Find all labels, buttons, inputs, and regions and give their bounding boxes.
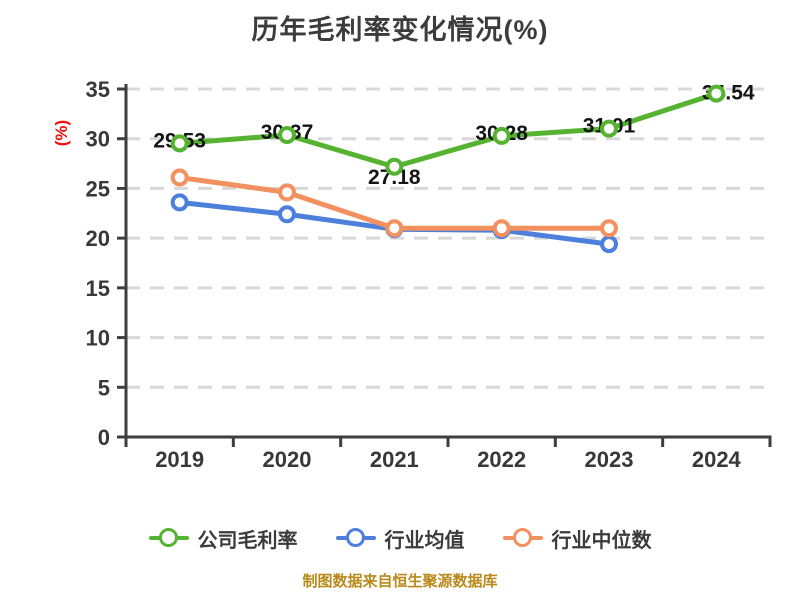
data-point-industry-avg[interactable] (278, 205, 296, 224)
legend-item-industry-median[interactable]: 行业中位数 (502, 524, 652, 553)
y-tick-label: 30 (86, 127, 110, 152)
data-point-industry-avg[interactable] (600, 235, 618, 254)
y-tick-label: 0 (98, 425, 110, 450)
chart-legend: 公司毛利率 行业均值 行业中位数 (0, 518, 800, 558)
legend-item-industry-avg[interactable]: 行业均值 (335, 524, 465, 553)
data-point-company[interactable] (385, 157, 404, 176)
y-tick-label: 25 (86, 176, 110, 201)
data-point-industry-median[interactable] (170, 168, 189, 187)
data-point-company[interactable] (278, 126, 296, 145)
legend-label: 公司毛利率 (197, 529, 298, 552)
data-point-industry-median[interactable] (492, 219, 511, 238)
data-label-company: 27.18 (368, 166, 421, 189)
data-point-company[interactable] (600, 119, 618, 138)
series-line-company (177, 91, 719, 170)
data-point-company[interactable] (170, 134, 189, 153)
data-point-company[interactable] (707, 84, 726, 103)
y-tick-label: 5 (98, 375, 110, 400)
y-tick-label: 20 (86, 226, 110, 251)
legend-label: 行业中位数 (551, 529, 652, 552)
data-point-industry-median[interactable] (278, 183, 296, 202)
x-tick-label: 2021 (370, 447, 419, 472)
legend-line-dot-icon (335, 527, 376, 549)
chart-title: 历年毛利率变化情况(%) (251, 15, 549, 45)
legend-line-dot-icon (502, 527, 543, 549)
legend-label: 行业均值 (384, 529, 465, 552)
data-point-industry-avg[interactable] (170, 193, 189, 212)
data-point-industry-median[interactable] (385, 219, 404, 238)
y-tick-label: 35 (86, 77, 110, 102)
legend-item-company[interactable]: 公司毛利率 (148, 524, 298, 553)
x-tick-label: 2020 (263, 447, 312, 472)
x-tick-label: 2019 (155, 447, 204, 472)
x-tick-label: 2023 (585, 447, 634, 472)
data-point-company[interactable] (492, 126, 511, 145)
y-tick-label: 15 (86, 276, 110, 301)
x-tick-label: 2024 (692, 447, 742, 472)
y-tick-label: 10 (86, 326, 110, 351)
legend-line-dot-icon (148, 527, 189, 549)
source-note: 制图数据来自恒生聚源数据库 (302, 573, 498, 590)
x-tick-label: 2022 (477, 447, 526, 472)
data-point-industry-median[interactable] (600, 219, 618, 238)
